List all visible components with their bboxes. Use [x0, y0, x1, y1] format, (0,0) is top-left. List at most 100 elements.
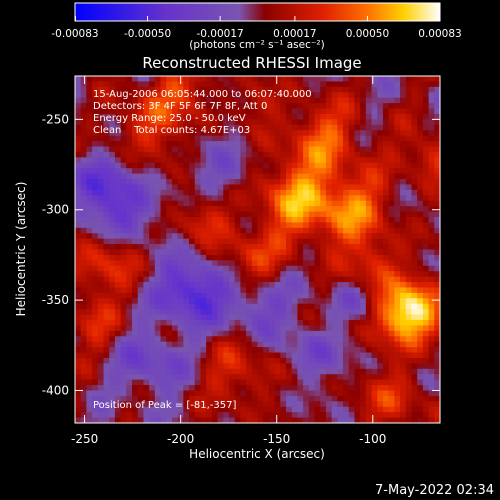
heatmap-cell [286, 347, 293, 353]
heatmap-cell [291, 292, 298, 299]
heatmap-cell [149, 108, 156, 115]
heatmap-cell [183, 233, 190, 240]
heatmap-cell [228, 92, 236, 99]
heatmap-cell [314, 168, 321, 174]
heatmap-cell [434, 401, 441, 408]
heatmap-cell [263, 254, 270, 261]
heatmap-cell [417, 141, 424, 147]
heatmap-cell [297, 141, 304, 147]
heatmap-cell [320, 195, 327, 202]
heatmap-cell [177, 162, 184, 169]
heatmap-cell [120, 141, 127, 147]
heatmap-cell [194, 319, 201, 326]
heatmap-cell [149, 162, 156, 169]
heatmap-cell [234, 97, 241, 104]
heatmap-cell [388, 168, 395, 174]
heatmap-cell [154, 412, 161, 418]
heatmap-cell [308, 113, 315, 120]
heatmap-cell [331, 406, 338, 413]
heatmap-cell [171, 141, 179, 147]
heatmap-cell [303, 103, 310, 109]
heatmap-cell [206, 76, 213, 82]
heatmap-cell [320, 292, 327, 299]
heatmap-cell [257, 395, 264, 402]
heatmap-cell [411, 341, 418, 348]
heatmap-cell [371, 412, 378, 418]
heatmap-cell [183, 97, 190, 104]
heatmap-cell [137, 336, 144, 343]
heatmap-cell [331, 417, 338, 424]
heatmap-cell [114, 103, 122, 109]
heatmap-cell [297, 401, 304, 408]
heatmap-cell [143, 325, 150, 332]
heatmap-cell [211, 86, 218, 93]
heatmap-cell [325, 92, 333, 99]
heatmap-cell [371, 124, 378, 131]
heatmap-cell [183, 86, 190, 93]
heatmap-cell [263, 352, 270, 359]
heatmap-cell [274, 352, 281, 359]
heatmap-cell [80, 130, 87, 137]
heatmap-cell [120, 135, 127, 142]
heatmap-cell [337, 260, 344, 267]
heatmap-cell [251, 173, 258, 180]
heatmap-cell [251, 341, 258, 348]
heatmap-cell [280, 233, 287, 240]
heatmap-cell [417, 319, 424, 326]
heatmap-cell [166, 206, 173, 212]
heatmap-cell [405, 330, 412, 337]
heatmap-cell [92, 189, 99, 196]
heatmap-cell [143, 108, 150, 115]
heatmap-cell [365, 168, 372, 174]
heatmap-cell [223, 352, 230, 359]
heatmap-cell [314, 76, 321, 82]
heatmap-cell [166, 103, 173, 109]
heatmap-cell [211, 108, 218, 115]
heatmap-cell [382, 130, 390, 137]
heatmap-cell [422, 282, 429, 288]
heatmap-cell [143, 151, 150, 158]
heatmap-cell [331, 200, 338, 207]
heatmap-cell [234, 151, 241, 158]
heatmap-cell [177, 374, 184, 381]
heatmap-cell [314, 390, 321, 397]
heatmap-cell [228, 385, 236, 391]
heatmap-cell [394, 227, 401, 234]
heatmap-cell [143, 298, 150, 305]
heatmap-cell [405, 151, 412, 158]
heatmap-cell [417, 206, 424, 212]
heatmap-cell [120, 130, 127, 137]
heatmap-cell [257, 146, 264, 153]
heatmap-cell [268, 352, 276, 359]
heatmap-cell [246, 341, 253, 348]
heatmap-cell [166, 276, 173, 283]
heatmap-cell [143, 189, 150, 196]
heatmap-cell [411, 200, 418, 207]
heatmap-cell [211, 357, 218, 364]
colorbar-tick-label: -0.00050 [124, 28, 171, 40]
heatmap-cell [251, 200, 258, 207]
heatmap-cell [291, 363, 298, 370]
heatmap-cell [286, 113, 293, 120]
heatmap-cell [149, 119, 156, 126]
heatmap-cell [194, 157, 201, 164]
heatmap-cell [166, 368, 173, 375]
heatmap-cell [400, 254, 407, 261]
heatmap-cell [400, 282, 407, 288]
heatmap-cell [377, 417, 384, 424]
heatmap-cell [320, 151, 327, 158]
heatmap-cell [223, 401, 230, 408]
heatmap-cell [394, 357, 401, 364]
heatmap-cell [103, 108, 110, 115]
heatmap-cell [251, 282, 258, 288]
heatmap-cell [217, 211, 224, 218]
heatmap-cell [343, 211, 350, 218]
heatmap-cell [149, 135, 156, 142]
heatmap-cell [405, 244, 412, 250]
heatmap-cell [388, 319, 395, 326]
heatmap-cell [291, 303, 298, 310]
heatmap-cell [246, 157, 253, 164]
heatmap-cell [314, 265, 321, 272]
heatmap-cell [371, 292, 378, 299]
heatmap-cell [308, 135, 315, 142]
